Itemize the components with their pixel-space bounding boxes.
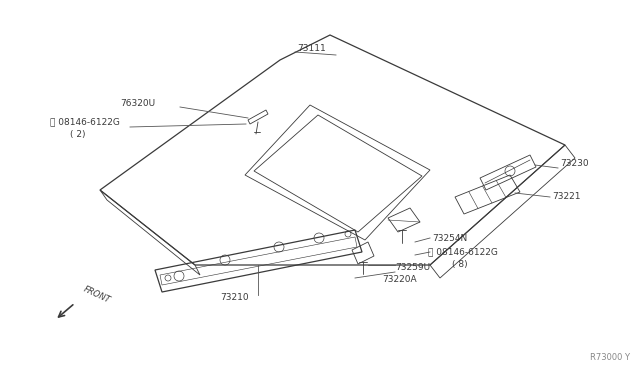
Text: 73220A: 73220A (382, 276, 417, 285)
Text: ( 8): ( 8) (452, 260, 468, 269)
Text: ( 2): ( 2) (70, 129, 86, 138)
Text: Ⓑ 08146-6122G: Ⓑ 08146-6122G (50, 118, 120, 126)
Text: 73259U: 73259U (395, 263, 430, 273)
Text: R73000 Y: R73000 Y (590, 353, 630, 362)
Text: Ⓑ 08146-6122G: Ⓑ 08146-6122G (428, 247, 498, 257)
Text: 73111: 73111 (297, 44, 326, 52)
Text: 73221: 73221 (552, 192, 580, 201)
Text: 73210: 73210 (220, 294, 248, 302)
Text: FRONT: FRONT (82, 285, 112, 305)
Text: 73254N: 73254N (432, 234, 467, 243)
Text: 73230: 73230 (560, 158, 589, 167)
Text: 76320U: 76320U (120, 99, 155, 108)
